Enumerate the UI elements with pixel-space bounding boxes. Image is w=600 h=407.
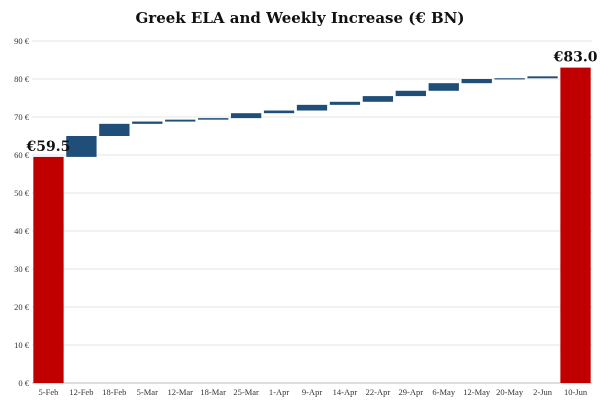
- increase-bar: [494, 78, 525, 80]
- bars: [33, 67, 591, 383]
- x-tick-label: 9-Apr: [302, 387, 322, 397]
- increase-bar: [263, 110, 295, 114]
- y-tick-label: 0 €: [18, 378, 29, 388]
- x-tick-label: 12-May: [463, 387, 491, 397]
- total-bar: [560, 67, 591, 383]
- increase-bar: [165, 119, 196, 122]
- x-tick-label: 14-Apr: [333, 387, 358, 397]
- y-tick-label: 20 €: [14, 302, 30, 312]
- x-tick-label: 18-Feb: [102, 387, 126, 397]
- y-tick-label: 60 €: [14, 150, 30, 160]
- y-tick-label: 40 €: [14, 226, 30, 236]
- x-tick-label: 18-Mar: [200, 387, 226, 397]
- x-tick-label: 2-Jun: [533, 387, 553, 397]
- total-bar: [33, 156, 64, 383]
- x-tick-label: 10-Jun: [564, 387, 588, 397]
- increase-bar: [198, 118, 229, 120]
- x-tick-label: 5-Mar: [137, 387, 158, 397]
- increase-bar: [99, 123, 130, 136]
- increase-bar: [296, 104, 328, 111]
- x-tick-label: 6-May: [432, 387, 455, 397]
- y-tick-label: 50 €: [14, 188, 30, 198]
- increase-bar: [132, 121, 163, 124]
- y-tick-label: 10 €: [14, 340, 30, 350]
- data-label: €59.5: [26, 139, 71, 155]
- x-tick-label: 20-May: [496, 387, 524, 397]
- x-tick-label: 1-Apr: [269, 387, 289, 397]
- x-tick-label: 12-Mar: [167, 387, 193, 397]
- y-tick-label: 30 €: [14, 264, 30, 274]
- x-tick-label: 22-Apr: [366, 387, 391, 397]
- chart-title: Greek ELA and Weekly Increase (€ BN): [135, 9, 464, 27]
- increase-bar: [329, 101, 361, 105]
- gridlines: [32, 40, 592, 384]
- increase-bar: [230, 113, 262, 119]
- y-tick-label: 70 €: [14, 112, 30, 122]
- data-label: €83.0: [553, 50, 598, 66]
- y-tick-label: 80 €: [14, 74, 30, 84]
- x-tick-label: 29-Apr: [399, 387, 424, 397]
- x-tick-label: 5-Feb: [39, 387, 59, 397]
- x-tick-label: 12-Feb: [69, 387, 93, 397]
- y-tick-label: 90 €: [14, 36, 30, 46]
- increase-bar: [66, 136, 97, 157]
- increase-bar: [395, 90, 426, 97]
- increase-bar: [527, 76, 558, 79]
- data-labels: €59.5 €83.0: [26, 50, 598, 155]
- x-axis: 5-Feb 12-Feb 18-Feb 5-Mar 12-Mar 18-Mar 25-Mar…: [39, 387, 588, 397]
- increase-bar: [461, 79, 492, 84]
- increase-bar: [362, 96, 394, 102]
- increase-bar: [428, 83, 459, 91]
- y-axis: 0 € 10 € 20 € 30 € 40 € 50 € 60 € 70 € 80 € 90 €: [14, 36, 30, 388]
- x-tick-label: 25-Mar: [233, 387, 259, 397]
